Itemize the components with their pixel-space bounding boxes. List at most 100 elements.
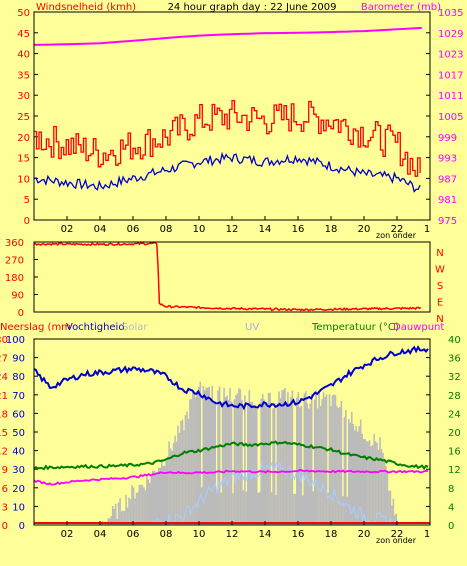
rain-tick-label: 6: [2, 484, 8, 495]
barometer-ticks: 975 981 987 993 999 1005 1011 1017 1023 1029 1035: [426, 8, 463, 227]
x-tick-label: 10: [193, 224, 206, 235]
y-tick-right-label: 40: [448, 335, 461, 346]
x-tick-label: 06: [127, 529, 140, 540]
y-tick-right-label: 1005: [438, 112, 463, 123]
compass-label: N: [436, 314, 443, 325]
y-tick-label: 20: [12, 484, 25, 495]
legend-uv: UV: [245, 322, 259, 333]
legend-temperature: Temperatuur (°C): [311, 322, 399, 333]
chart-title: 24 hour graph day : 22 June 2009: [168, 2, 337, 13]
compass-label: S: [437, 281, 443, 292]
y-tick-right-label: 999: [438, 133, 457, 144]
rain-tick-label: 3: [2, 502, 8, 513]
legend-dewpoint: Dauwpunt: [393, 322, 444, 333]
temperature-ticks: 0 4 8 12 16 20 24 28 32 36 40: [426, 335, 461, 532]
y-tick-right-label: 1035: [438, 8, 463, 19]
y-tick-label: 0: [18, 308, 24, 319]
x-tick-label: 22: [391, 529, 404, 540]
legend-rain: Neerslag (mm: [0, 322, 71, 333]
rain-tick-label: 15: [0, 428, 8, 439]
y-tick-label: 180: [5, 273, 24, 284]
y-tick-right-label: 20: [448, 428, 461, 439]
y-tick-label: 90: [12, 354, 25, 365]
series-dauwpunt: [33, 469, 429, 486]
climate-series: [33, 345, 430, 527]
y-tick-label: 30: [17, 91, 30, 102]
x-tick-label: 04: [94, 224, 107, 235]
x-tick-label: 18: [325, 529, 338, 540]
climate-panel: Neerslag (mm Vochtigheid Solar UV Temper…: [0, 322, 461, 545]
y-tick-right-label: 993: [438, 154, 457, 165]
y-tick-right-label: 28: [448, 391, 461, 402]
humidity-rain-ticks: 0102030405060708090100036912151821242730: [0, 335, 38, 532]
sunset-label: zon onder: [376, 536, 417, 545]
climate-panel-frame: [33, 338, 431, 526]
y-tick-right-label: 8: [448, 484, 454, 495]
climate-x-axis: 02 04 06 08 10 12 14 16 18 20 22 1 zon onder: [61, 521, 430, 545]
y-tick-right-label: 1023: [438, 50, 463, 61]
y-tick-label: 100: [6, 335, 25, 346]
y-tick-label: 25: [17, 112, 30, 123]
y-tick-label: 40: [17, 50, 30, 61]
series-temperatuur: [33, 440, 429, 471]
series-barometer: [33, 26, 422, 46]
x-tick-label: 12: [226, 224, 239, 235]
climate-legend: Neerslag (mm Vochtigheid Solar UV Temper…: [0, 322, 444, 333]
x-tick-label: 18: [325, 224, 338, 235]
y-tick-right-label: 981: [438, 195, 457, 206]
y-tick-label: 45: [17, 29, 30, 40]
y-tick-label: 80: [12, 372, 25, 383]
x-tick-label: 02: [61, 224, 74, 235]
x-end-label: 1: [424, 224, 430, 235]
x-tick-label: 22: [391, 224, 404, 235]
x-tick-label: 02: [61, 529, 74, 540]
wind-barometer-panel: Windsnelheid (kmh) 24 hour graph day : 2…: [17, 2, 463, 240]
wind-ticks: 0 5 10 15 20 25 30 35 40 45 50: [17, 8, 38, 227]
x-tick-label: 20: [358, 529, 371, 540]
y-tick-label: 15: [17, 154, 30, 165]
y-tick-label: 30: [12, 465, 25, 476]
y-tick-label: 35: [17, 70, 30, 81]
y-tick-right-label: 1017: [438, 70, 463, 81]
direction-series: [33, 241, 422, 312]
y-tick-label: 270: [5, 256, 24, 267]
y-tick-label: 50: [17, 8, 30, 19]
x-tick-label: 08: [160, 224, 173, 235]
y-tick-label: 20: [17, 133, 30, 144]
x-tick-label: 12: [226, 529, 239, 540]
x-tick-label: 04: [94, 529, 107, 540]
y-tick-label: 5: [24, 195, 30, 206]
x-tick-label: 10: [193, 529, 206, 540]
y-tick-label: 10: [17, 174, 30, 185]
series-windrichting: [33, 241, 422, 312]
compass-label: W: [435, 265, 445, 276]
rain-tick-label: 9: [2, 465, 8, 476]
rain-tick-label: 30: [0, 335, 8, 346]
rain-tick-label: 24: [0, 372, 8, 383]
x-tick-label: 20: [358, 224, 371, 235]
y-tick-right-label: 1011: [438, 91, 463, 102]
y-tick-right-label: 12: [448, 465, 461, 476]
y-tick-right-label: 24: [448, 409, 461, 420]
y-tick-label: 40: [12, 447, 25, 458]
y-tick-label: 50: [12, 428, 25, 439]
x-tick-label: 08: [160, 529, 173, 540]
y-tick-label: 90: [11, 291, 24, 302]
rain-tick-label: 18: [0, 409, 8, 420]
wind-series: [33, 26, 422, 193]
y-tick-right-label: 32: [448, 372, 461, 383]
x-tick-label: 14: [259, 224, 272, 235]
y-tick-right-label: 1029: [438, 29, 463, 40]
x-tick-label: 06: [127, 224, 140, 235]
series-vochtigheid: [33, 345, 429, 411]
series-windsnelheid: [33, 151, 421, 193]
y-tick-label: 10: [12, 502, 25, 513]
sunset-label: zon onder: [376, 231, 417, 240]
rain-tick-label: 27: [0, 354, 8, 365]
wind-x-axis: 02 04 06 08 10 12 14 16 18 20 22 1 zon onder: [61, 216, 430, 240]
y-tick-right-label: 975: [438, 216, 457, 227]
x-tick-label: 16: [292, 529, 305, 540]
